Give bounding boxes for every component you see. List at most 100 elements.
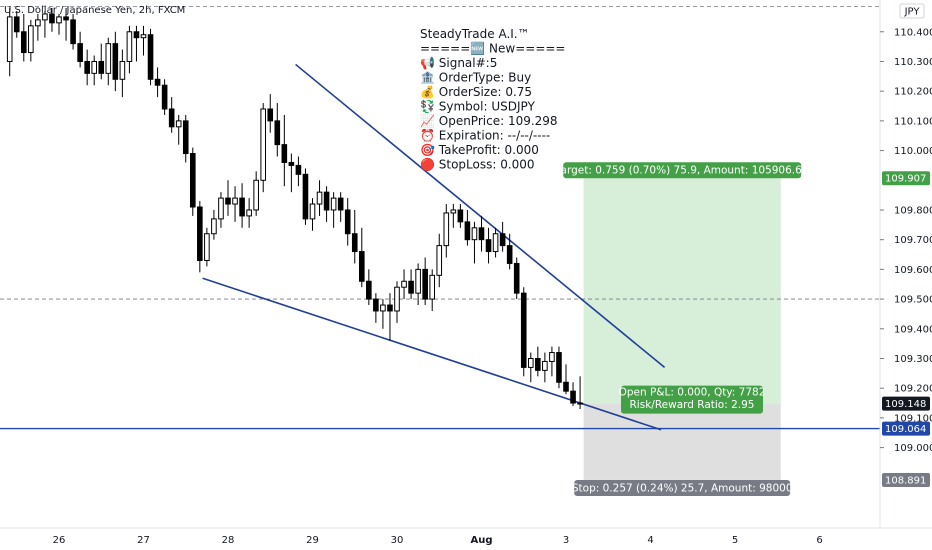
time-tick-label: 29 xyxy=(306,535,319,546)
candle-body xyxy=(429,274,436,300)
price-tick-label: 110.100 xyxy=(894,116,932,127)
candle-body xyxy=(535,357,541,371)
candle-body xyxy=(527,357,534,368)
info-line-alarm-clock: ⏰ Expiration: --/--/---- xyxy=(420,128,550,143)
candle xyxy=(542,352,548,383)
info-line-money-bag: 💰 OrderSize: 0.75 xyxy=(420,85,532,99)
info-line-bank: 🏦 OrderType: Buy xyxy=(420,71,531,85)
candle-body xyxy=(351,233,358,253)
candle-body xyxy=(239,197,245,217)
info-line-red-circle: 🔴 StopLoss: 0.000 xyxy=(420,158,535,172)
candle xyxy=(147,28,154,86)
trendline-0[interactable] xyxy=(295,63,666,369)
candle-body xyxy=(56,16,62,24)
candle xyxy=(225,180,231,216)
candle xyxy=(422,257,428,306)
candle xyxy=(28,19,34,62)
candle xyxy=(168,97,175,133)
candle xyxy=(366,269,372,306)
candle-body xyxy=(28,25,34,54)
candle xyxy=(281,114,288,187)
candle xyxy=(232,186,238,222)
time-tick-label: Aug xyxy=(470,535,492,546)
candle xyxy=(218,192,224,228)
price-badge-label: 108.891 xyxy=(885,475,926,486)
candle-body xyxy=(91,60,98,74)
candle-body xyxy=(204,233,210,261)
candle xyxy=(513,257,520,300)
candle xyxy=(394,281,400,323)
candle-body xyxy=(20,31,27,54)
candle xyxy=(556,346,562,389)
candle xyxy=(154,67,161,98)
candle xyxy=(98,43,105,80)
stop-label: Stop: 0.257 (0.24%) 25.7, Amount: 98000 xyxy=(572,482,793,494)
price-tick-label: 109.000 xyxy=(894,443,932,454)
candle xyxy=(316,180,323,216)
price-tick-label: 110.200 xyxy=(894,87,932,98)
currency-label-box[interactable] xyxy=(899,3,925,19)
time-tick-label: 27 xyxy=(137,535,150,546)
candle xyxy=(457,204,464,228)
candle-body xyxy=(281,144,288,163)
candle-body xyxy=(119,60,126,80)
candle-body xyxy=(316,191,323,205)
candle xyxy=(337,192,344,222)
candle xyxy=(77,31,83,68)
candle-body xyxy=(161,84,168,110)
candle-body xyxy=(140,34,147,39)
candle-body xyxy=(225,197,231,205)
candle-body xyxy=(401,280,407,288)
candle xyxy=(344,198,351,246)
candle-body xyxy=(556,352,562,383)
candle xyxy=(401,269,407,300)
candle xyxy=(239,183,245,228)
candle xyxy=(429,269,436,311)
candle-body xyxy=(182,120,189,155)
candle-body xyxy=(147,34,154,80)
pnl-label-box xyxy=(621,385,763,414)
candle-body xyxy=(394,286,400,312)
currency-label: JPY xyxy=(904,7,921,18)
price-tick-label: 110.000 xyxy=(894,146,932,157)
candle xyxy=(182,114,189,163)
candle xyxy=(246,198,252,228)
candle xyxy=(415,263,421,306)
candle-body xyxy=(323,191,330,211)
candle xyxy=(506,233,513,270)
candle-body xyxy=(189,153,196,208)
pnl-label: Open P&L: 0.000, Qty: 7782 xyxy=(619,387,766,399)
stop-zone xyxy=(583,403,781,480)
info-line-chart-up: 📈 OpenPrice: 109.298 xyxy=(420,114,558,128)
symbol-header: U.S. Dollar / Japanese Yen, 2h, FXCM xyxy=(4,5,185,16)
trendline-1[interactable] xyxy=(202,277,662,431)
candle xyxy=(35,13,41,41)
candle-body xyxy=(211,218,217,235)
candle xyxy=(133,25,140,62)
candle xyxy=(91,55,98,86)
info-line-megaphone: 📢 Signal#:5 xyxy=(420,56,497,70)
candle xyxy=(288,153,295,193)
candle-body xyxy=(513,262,520,294)
candle-body xyxy=(218,197,224,220)
candle xyxy=(140,25,147,56)
target-zone xyxy=(583,178,781,404)
info-title: SteadyTrade A.I.™ xyxy=(420,27,530,41)
candle xyxy=(175,114,182,145)
candle xyxy=(443,204,450,258)
price-tick-label: 109.200 xyxy=(894,384,932,395)
price-badge-stop xyxy=(882,472,930,487)
candle-body xyxy=(35,19,41,27)
candle-body xyxy=(570,390,576,404)
candle-body xyxy=(542,360,548,371)
candle xyxy=(119,49,126,98)
candle-body xyxy=(563,381,569,392)
price-tick-label: 110.300 xyxy=(894,57,932,68)
candle xyxy=(105,37,112,86)
candle-body xyxy=(302,173,309,220)
time-tick-label: 4 xyxy=(647,535,653,546)
time-tick-label: 3 xyxy=(563,535,569,546)
candle-body xyxy=(126,31,133,62)
info-line-new-badge: =====🆕 New===== xyxy=(420,42,565,56)
